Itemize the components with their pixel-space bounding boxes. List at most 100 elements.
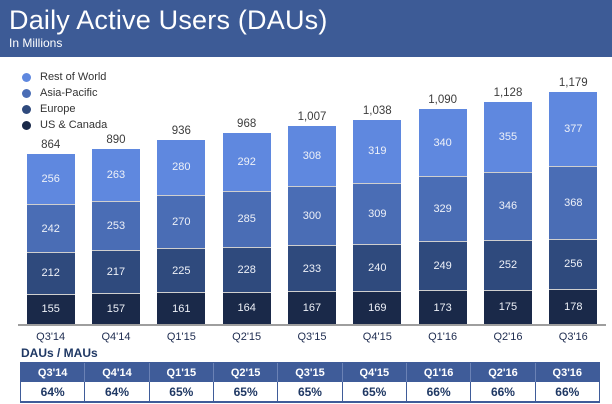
ratio-table-header-cell: Q2'16 [471,363,536,382]
legend-item-label: Europe [40,103,76,115]
legend-item: Asia-Pacific [22,85,107,101]
ratio-table-header-cell: Q3'14 [21,363,86,382]
ratio-table-header-cell: Q1'16 [407,363,472,382]
bar-segment-value: 355 [498,130,518,143]
ratio-table: Q3'14 Q4'14 Q1'15 Q2'15 Q3'15 Q4'15 Q1'16 Q2'16… [20,362,600,403]
bar-segment-value: 329 [433,203,452,216]
bar-stack: 292 285 228 164 [222,133,271,324]
bar-segment-value: 173 [433,301,452,314]
bar-segment: 308 [287,125,336,187]
bar-segment-value: 164 [237,302,256,315]
bar-stack: 377 368 256 178 [549,92,598,324]
legend-item-label: US & Canada [40,119,108,131]
bar-segment-value: 309 [368,207,387,220]
x-axis-label: Q4'14 [101,331,131,343]
bar-segment: 175 [483,289,532,324]
bar-segment-value: 270 [172,215,191,228]
bar-segment-value: 161 [172,302,191,315]
legend-color-dot [22,88,31,98]
bar-segment: 377 [549,92,598,167]
bar-segment-value: 377 [564,123,583,136]
bar-stack: 355 346 252 175 [483,102,532,324]
bar-segment: 285 [222,190,271,247]
bar-stack: 340 329 249 173 [418,109,467,324]
bar-segment-value: 242 [41,222,60,235]
bar-column: 968 292 285 228 164 [214,118,279,324]
bar-segment-value: 292 [237,155,256,168]
bar-segment-value: 253 [106,220,126,233]
bar-total-label: 864 [41,138,61,151]
ratio-table-header-cell: Q4'14 [85,363,150,382]
ratio-table-header-cell: Q3'15 [278,363,343,382]
ratio-table-header-cell: Q2'15 [214,363,279,382]
bar-column: 1,128 355 346 252 175 [475,87,540,324]
bar-segment: 178 [549,289,598,324]
x-axis-label: Q2'15 [232,331,262,343]
bar-stack: 256 242 212 155 [26,153,75,324]
ratio-table-value-cell: 64% [85,382,150,401]
bar-total-label: 1,179 [558,77,588,90]
bar-total-label: 968 [237,118,257,131]
bar-segment-value: 217 [106,266,126,279]
bar-segment-value: 256 [564,258,583,271]
ratio-table-value-cell: 65% [343,382,407,401]
bar-segment: 340 [418,109,467,177]
x-axis-label: Q4'15 [362,331,392,343]
bar-segment-value: 157 [106,303,126,316]
legend-color-dot [22,120,31,130]
ratio-table-value-cell: 66% [407,382,472,401]
page-subtitle: In Millions [9,36,63,50]
chart-legend: Rest of World Asia-Pacific Europe US & Cana… [22,69,107,133]
bar-segment: 155 [26,293,75,324]
x-axis-label: Q3'16 [558,331,588,343]
bar-segment: 309 [353,182,402,244]
bar-segment: 242 [26,204,75,252]
bar-segment-value: 340 [433,136,452,149]
legend-item: US & Canada [22,117,107,133]
dau-mau-ratio-section: DAUs / MAUs Q3'14 Q4'14 Q1'15 Q2'15 Q3'15 Q4'… [0,344,612,403]
legend-color-dot [22,72,31,82]
bar-segment-value: 368 [564,196,583,209]
bar-segment-value: 252 [498,259,518,272]
bar-column: 1,007 308 300 233 167 [279,111,344,324]
bar-segment-value: 256 [41,173,60,186]
bar-segment: 167 [287,291,336,324]
x-axis-label: Q3'15 [297,331,327,343]
bar-segment: 256 [26,153,75,205]
ratio-table-header-cell: Q3'16 [552,366,583,379]
bar-total-label: 890 [106,133,126,146]
bar-stack: 319 309 240 169 [353,119,402,324]
dau-stacked-bar-chart: Rest of World Asia-Pacific Europe US & Cana… [0,57,612,344]
bar-stack: 308 300 233 167 [287,125,336,324]
bar-column: 1,179 377 368 256 178 [541,77,606,324]
bar-segment: 157 [91,293,140,324]
bar-segment-value: 285 [237,213,256,226]
bar-segment: 164 [222,291,271,324]
ratio-table-value-cell: 65% [150,382,214,401]
legend-item-label: Rest of World [40,71,107,83]
bar-segment-value: 178 [564,301,583,313]
bar-segment: 329 [418,176,467,241]
bar-total-label: 1,007 [297,110,327,123]
x-axis-label: Q1'15 [166,331,196,343]
bar-stack: 280 270 225 161 [157,139,206,324]
bar-segment: 368 [549,166,598,239]
bar-stack: 263 253 217 157 [91,148,140,324]
bar-segment-value: 175 [498,301,518,314]
bar-segment: 319 [353,119,402,183]
bar-segment: 270 [157,194,206,249]
bar-segment-value: 212 [41,267,60,280]
ratio-table-value-row: 64% 64% 65% 65% 65% 65% 66% 66% 66% [21,382,599,401]
bar-segment: 217 [91,250,140,294]
bar-total-label: 936 [171,124,191,137]
bar-total-label: 1,090 [428,94,458,107]
bar-column: 864 256 242 212 155 [18,139,83,324]
bar-segment: 173 [418,290,467,324]
bar-segment: 169 [353,290,402,324]
bar-segment-value: 155 [41,303,60,316]
bar-segment-value: 263 [106,168,126,181]
ratio-table-value-cell: 66% [471,382,536,401]
bar-column: 890 263 253 217 157 [83,134,148,324]
bar-total-label: 1,038 [362,104,392,117]
bar-segment: 263 [91,148,140,201]
